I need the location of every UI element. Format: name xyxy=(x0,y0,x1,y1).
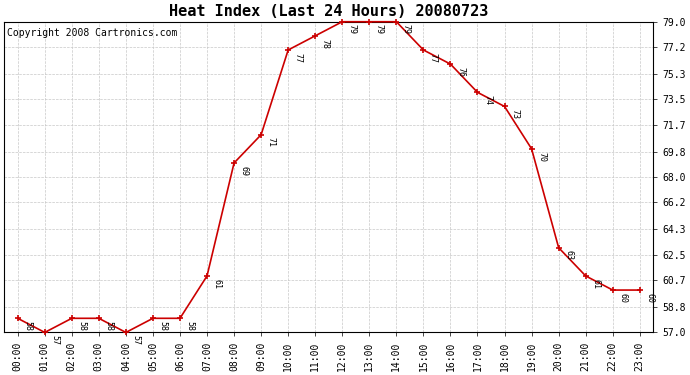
Text: 78: 78 xyxy=(321,39,330,49)
Text: 61: 61 xyxy=(213,279,221,289)
Text: 60: 60 xyxy=(618,293,627,303)
Text: 63: 63 xyxy=(564,251,573,261)
Text: 58: 58 xyxy=(77,321,86,331)
Text: 74: 74 xyxy=(483,95,492,105)
Title: Heat Index (Last 24 Hours) 20080723: Heat Index (Last 24 Hours) 20080723 xyxy=(169,4,489,19)
Text: Copyright 2008 Cartronics.com: Copyright 2008 Cartronics.com xyxy=(8,28,178,38)
Text: 70: 70 xyxy=(537,152,546,162)
Text: 58: 58 xyxy=(23,321,32,331)
Text: 69: 69 xyxy=(239,166,248,176)
Text: 76: 76 xyxy=(456,67,465,77)
Text: 71: 71 xyxy=(266,138,276,147)
Text: 77: 77 xyxy=(294,53,303,63)
Text: 77: 77 xyxy=(429,53,438,63)
Text: 57: 57 xyxy=(131,335,141,345)
Text: 60: 60 xyxy=(645,293,654,303)
Text: 58: 58 xyxy=(186,321,195,331)
Text: 58: 58 xyxy=(159,321,168,331)
Text: 58: 58 xyxy=(104,321,113,331)
Text: 79: 79 xyxy=(375,24,384,34)
Text: 79: 79 xyxy=(402,24,411,34)
Text: 73: 73 xyxy=(510,109,519,119)
Text: 61: 61 xyxy=(591,279,600,289)
Text: 79: 79 xyxy=(348,24,357,34)
Text: 57: 57 xyxy=(50,335,59,345)
